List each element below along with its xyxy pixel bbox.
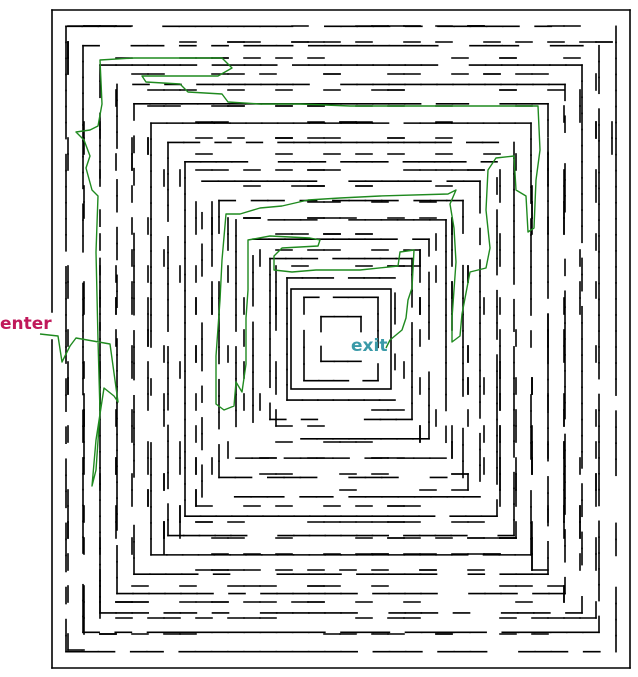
exit-label: exit: [351, 336, 388, 356]
maze-walls: [51, 9, 631, 669]
enter-label: enter: [0, 314, 52, 334]
solution-path: [39, 57, 541, 487]
